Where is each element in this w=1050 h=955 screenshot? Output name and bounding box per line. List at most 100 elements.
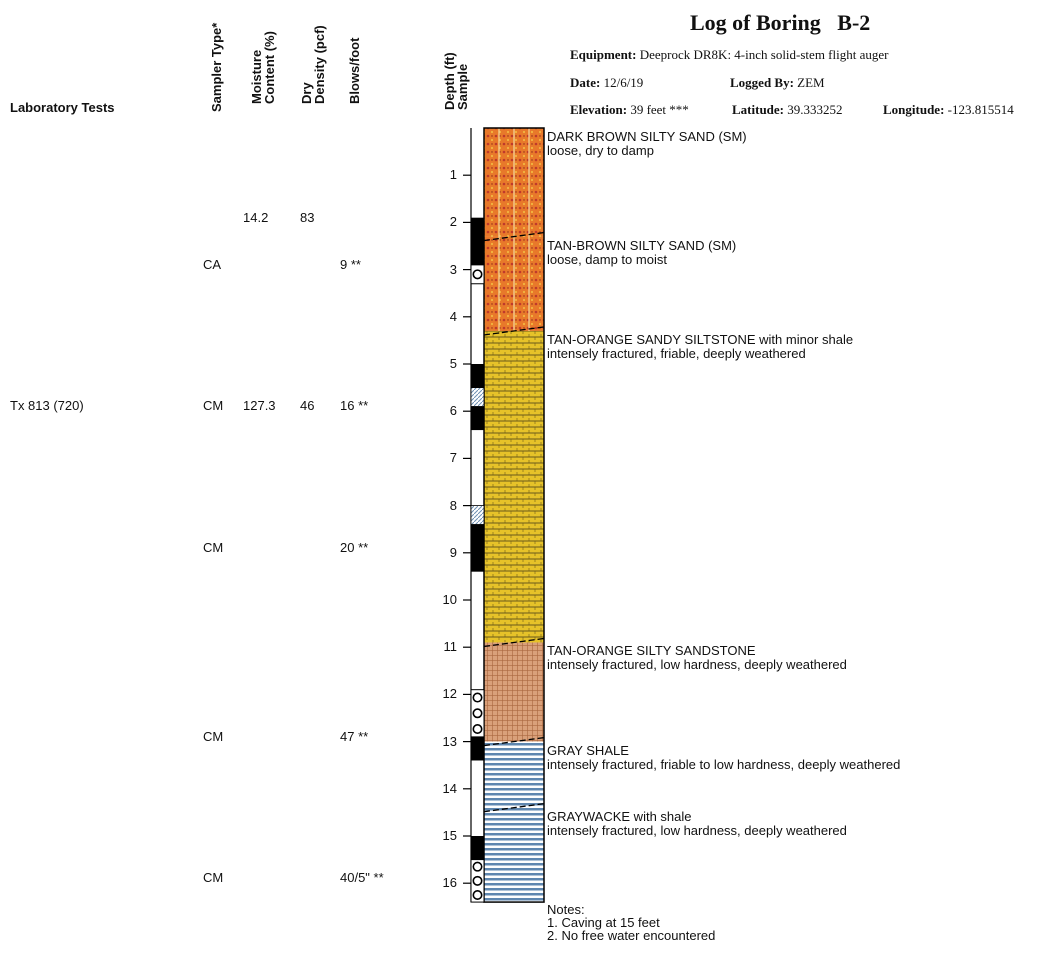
- longitude-line: Longitude: -123.815514: [883, 102, 1014, 118]
- stratum-boundary: [483, 637, 545, 648]
- stratum-boundary: [483, 736, 545, 747]
- sample-ring-icon: [472, 692, 483, 703]
- sample-header: Sample: [455, 63, 470, 110]
- notes: Notes: 1. Caving at 15 feet 2. No free w…: [547, 903, 715, 942]
- date-line: Date: 12/6/19: [570, 75, 643, 91]
- blows-cell: 47 **: [340, 728, 369, 744]
- depth-tick-label: 7: [449, 450, 457, 466]
- equipment-label: Equipment:: [570, 47, 637, 62]
- latitude-value: 39.333252: [787, 102, 843, 117]
- depth-tick-label: 11: [443, 639, 458, 655]
- sample-ring-icon: [472, 861, 483, 872]
- stratum-boundary: [483, 231, 545, 242]
- dry-density-cell: 46: [300, 398, 315, 414]
- depth-tick-label: 13: [442, 733, 457, 749]
- depth-tick-label: 14: [442, 780, 457, 796]
- depth-tick-label: 4: [449, 308, 457, 324]
- depth-tick-label: 15: [442, 828, 457, 843]
- stratum-name: GRAYWACKE with shale: [547, 808, 692, 824]
- stratum-description: DARK BROWN SILTY SAND (SM) loose, dry to …: [547, 130, 747, 158]
- elevation-line: Elevation: 39 feet ***: [570, 102, 689, 118]
- sampler-type-cell: CM: [203, 870, 224, 886]
- sample-solid: [471, 736, 484, 761]
- stratum-description: TAN-ORANGE SANDY SILTSTONE with minor sh…: [547, 331, 854, 361]
- sampler-type-header: Sampler Type*: [209, 22, 224, 112]
- equipment-value: Deeprock DR8K: 4-inch solid-stem flight …: [639, 47, 889, 62]
- blows-header: Blows/foot: [347, 37, 362, 104]
- moisture-cell: 14.2: [243, 209, 269, 225]
- note-item: 2. No free water encountered: [547, 928, 716, 943]
- stratum-detail: intensely fractured, friable, deeply wea…: [547, 345, 806, 361]
- elevation-label: Elevation:: [570, 102, 628, 117]
- sampler-type-cell: CM: [203, 398, 224, 414]
- date-value: 12/6/19: [603, 75, 644, 90]
- moisture-header-line2: Content (%): [262, 31, 277, 104]
- stratum-detail: loose, dry to damp: [547, 143, 654, 158]
- depth-tick-label: 9: [449, 544, 457, 560]
- dry-density-cell: 83: [300, 209, 315, 225]
- sample-solid: [471, 406, 484, 431]
- sample-ring-icon: [472, 875, 483, 886]
- logged-by-label: Logged By:: [730, 75, 794, 90]
- sampler-type-cell: CM: [203, 728, 224, 744]
- stratum-name: TAN-ORANGE SANDY SILTSTONE with minor sh…: [547, 331, 854, 347]
- blows-cell: 40/5" **: [340, 870, 384, 886]
- stratum-detail: loose, damp to moist: [547, 251, 667, 267]
- boring-log-column: [463, 127, 545, 903]
- stratum-description: TAN-ORANGE SILTY SANDSTONE intensely frac…: [547, 644, 847, 672]
- sampler-type-cell: CA: [203, 256, 222, 272]
- sample-ring-icon: [472, 269, 483, 280]
- log-title-text: Log of Boring: [690, 10, 821, 35]
- notes-title: Notes:: [547, 902, 585, 917]
- latitude-label: Latitude:: [732, 102, 784, 117]
- stratum-detail: intensely fractured, low hardness, deepl…: [547, 822, 847, 838]
- blows-cell: 9 **: [340, 256, 361, 272]
- stratum-fill: [484, 642, 544, 742]
- stratum-name: TAN-ORANGE SILTY SANDSTONE: [547, 643, 756, 659]
- lab-tests-header: Laboratory Tests: [10, 100, 115, 115]
- moisture-cell: 127.3: [243, 398, 276, 414]
- sample-solid: [471, 524, 484, 572]
- depth-tick-label: 3: [449, 261, 457, 277]
- logged-by-line: Logged By: ZEM: [730, 75, 825, 91]
- longitude-value: -123.815514: [947, 102, 1014, 117]
- note-item: 1. Caving at 15 feet: [547, 915, 660, 930]
- depth-tick-label: 2: [449, 214, 457, 230]
- sample-hatched: [470, 505, 485, 525]
- stratum-description: GRAYWACKE with shale intensely fractured,…: [547, 808, 847, 838]
- depth-tick-label: 10: [442, 592, 457, 607]
- sample-ring-icon: [472, 724, 483, 735]
- date-label: Date:: [570, 75, 601, 90]
- sample-ring-icon: [472, 889, 483, 900]
- depth-tick-label: 1: [449, 167, 457, 183]
- depth-tick-label: 8: [449, 497, 457, 513]
- log-title: Log of Boring B-2: [690, 10, 870, 36]
- elevation-value: 39 feet ***: [630, 102, 689, 117]
- sample-hatched: [470, 387, 485, 407]
- stratum-boundary: [483, 803, 545, 813]
- stratum-detail: intensely fractured, low hardness, deepl…: [547, 657, 847, 673]
- stratum-description: GRAY SHALE intensely fractured, friable t…: [547, 742, 901, 772]
- sample-solid: [471, 217, 484, 265]
- blows-cell: 20 **: [340, 540, 369, 556]
- stratum-detail: intensely fractured, friable to low hard…: [547, 756, 901, 772]
- equipment-line: Equipment: Deeprock DR8K: 4-inch solid-s…: [570, 47, 888, 63]
- sample-solid: [471, 836, 484, 860]
- stratum-fill: [484, 807, 544, 903]
- stratum-fill: [484, 330, 544, 643]
- stratum-boundary: [483, 326, 545, 336]
- stratum-name: TAN-BROWN SILTY SAND (SM): [547, 237, 737, 253]
- sample-ring-icon: [472, 708, 483, 719]
- stratum-fill: [484, 741, 544, 808]
- logged-by-value: ZEM: [797, 75, 825, 90]
- stratum-description: TAN-BROWN SILTY SAND (SM) loose, damp to …: [547, 237, 737, 267]
- stratum-name: GRAY SHALE: [547, 742, 629, 758]
- stratum-name: DARK BROWN SILTY SAND (SM): [547, 129, 747, 144]
- lab-test-cell: Tx 813 (720): [10, 398, 84, 414]
- latitude-line: Latitude: 39.333252: [732, 102, 843, 118]
- depth-tick-label: 5: [449, 356, 457, 371]
- blows-cell: 16 **: [340, 398, 369, 414]
- depth-tick-label: 16: [442, 875, 457, 891]
- sample-solid: [471, 364, 484, 388]
- depth-tick-label: 12: [442, 686, 457, 702]
